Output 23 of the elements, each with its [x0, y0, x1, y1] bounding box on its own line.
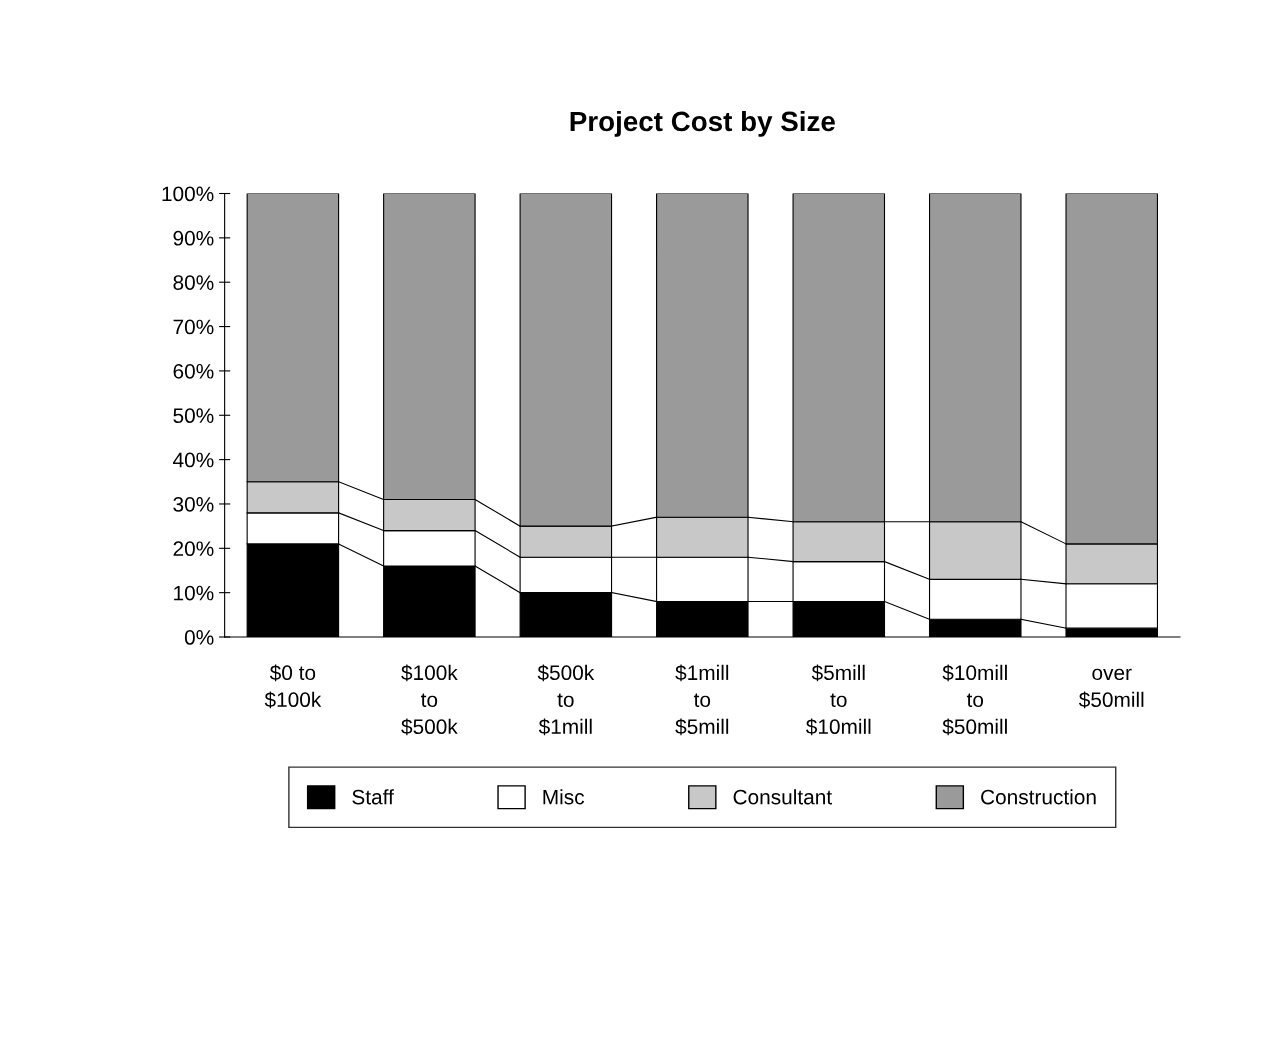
- x-tick-label: $5mill to $10mill: [806, 664, 871, 736]
- legend-label: Misc: [543, 789, 585, 805]
- chart-title: Project Cost by Size: [570, 110, 835, 137]
- x-tick-label: $10mill to $50mill: [942, 664, 1007, 736]
- x-tick-label: over $50mill: [1078, 668, 1144, 709]
- x-tick-label: $0 to $100k: [264, 664, 322, 709]
- y-tick-label: 60%: [173, 363, 214, 379]
- legend-label: Consultant: [733, 789, 832, 805]
- x-tick-label: $500k to $1mill: [537, 664, 595, 736]
- legend-label: Construction: [981, 789, 1096, 805]
- y-tick-label: 90%: [173, 230, 214, 246]
- x-tick-label: $1mill to $5mill: [675, 664, 729, 736]
- legend-label: Staff: [352, 789, 394, 805]
- y-tick-label: 70%: [173, 319, 214, 335]
- y-tick-label: 30%: [173, 496, 214, 512]
- y-tick-label: 40%: [173, 452, 214, 468]
- y-tick-label: 100%: [162, 186, 214, 202]
- y-tick-label: 10%: [174, 585, 214, 601]
- x-tick-label: $100k to $500k: [401, 664, 458, 736]
- y-tick-label: 80%: [173, 275, 214, 290]
- y-tick-label: 50%: [173, 408, 214, 424]
- y-tick-label: 0%: [184, 630, 214, 645]
- y-tick-label: 20%: [173, 541, 214, 557]
